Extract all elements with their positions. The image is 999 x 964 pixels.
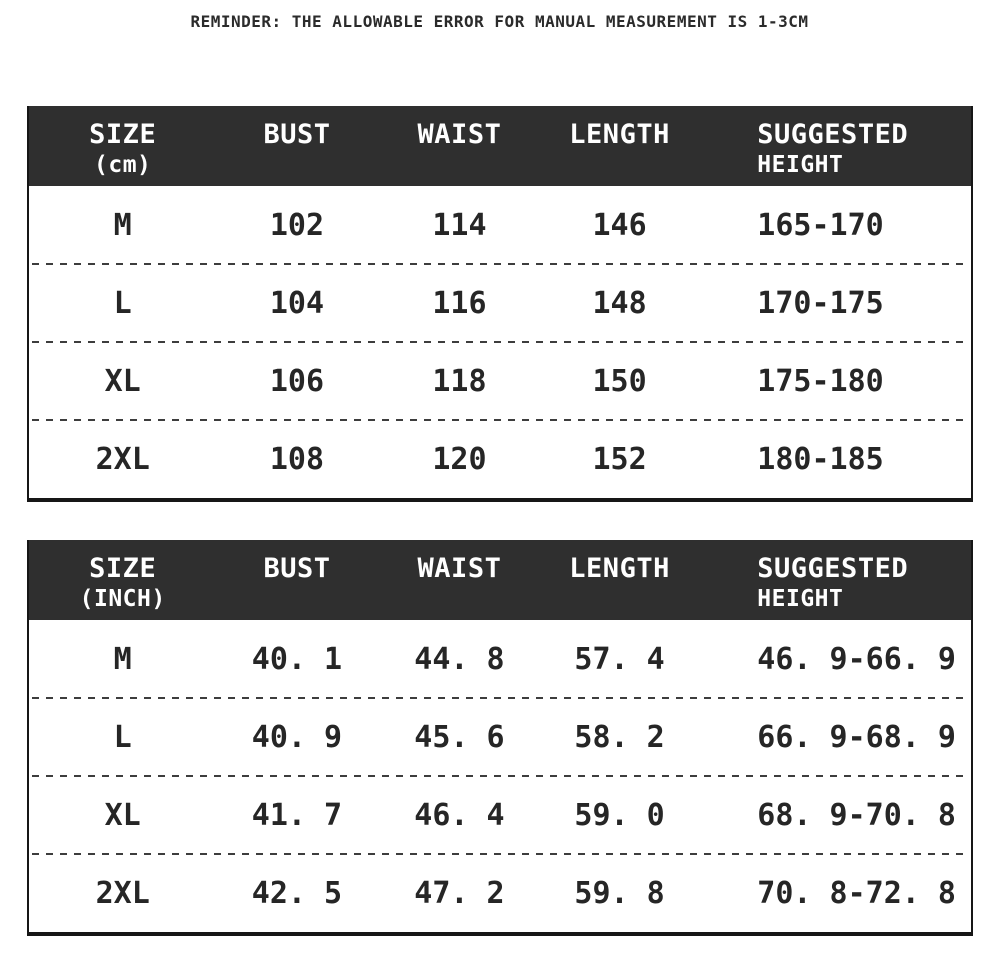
cell-size: L [113,285,132,321]
header-cell-bust: BUST [263,553,331,584]
cell-bust: 40. 1 [251,641,343,677]
table-row-2xl: 2XL 42. 5 47. 2 59. 8 70. 8-72. 8 [29,854,971,932]
cell-length: 148 [592,285,647,321]
cell-size: 2XL [95,441,150,477]
header-size-unit: (INCH) [79,586,166,612]
table-header-cm: SIZE (cm) BUST WAIST LENGTH SUGGESTED HE… [28,106,971,186]
cell-size: M [113,207,132,243]
cell-waist: 46. 4 [414,797,505,833]
header-cell-bust: BUST [263,119,331,150]
table-row-m: M 40. 1 44. 8 57. 4 46. 9-66. 9 [29,620,971,699]
cell-size: XL [104,797,141,833]
cell-suggested-height: 70. 8-72. 8 [757,875,956,911]
cell-bust: 106 [269,363,325,399]
header-suggested-label: SUGGESTED [757,119,909,150]
header-height-label: HEIGHT [757,586,844,612]
cell-waist: 118 [432,363,487,399]
header-cell-suggested-height: SUGGESTED HEIGHT [697,553,970,620]
cell-size: L [113,719,132,755]
table-body-inch: M 40. 1 44. 8 57. 4 46. 9-66. 9 L 40. 9 … [29,620,971,932]
cell-length: 59. 0 [574,797,665,833]
cell-length: 146 [592,207,647,243]
cell-length: 150 [592,363,647,399]
cell-suggested-height: 66. 9-68. 9 [757,719,956,755]
cell-size: 2XL [95,875,150,911]
cell-suggested-height: 68. 9-70. 8 [757,797,956,833]
header-size-unit: (cm) [94,152,152,178]
measurement-reminder-text: REMINDER: THE ALLOWABLE ERROR FOR MANUAL… [190,12,809,31]
header-cell-waist: WAIST [417,119,502,150]
table-row-xl: XL 106 118 150 175-180 [29,342,971,421]
cell-bust: 104 [269,285,325,321]
cell-suggested-height: 180-185 [757,441,884,477]
header-cell-length: LENGTH [569,119,670,150]
table-row-2xl: 2XL 108 120 152 180-185 [29,420,971,498]
size-table-inch: SIZE (INCH) BUST WAIST LENGTH SUGGESTED … [26,540,973,936]
cell-length: 59. 8 [574,875,665,911]
table-row-m: M 102 114 146 165-170 [29,186,971,265]
cell-bust: 108 [269,441,325,477]
header-cell-size: SIZE (cm) [29,119,217,186]
cell-suggested-height: 165-170 [757,207,884,243]
cell-suggested-height: 170-175 [757,285,884,321]
cell-length: 57. 4 [574,641,665,677]
cell-bust: 42. 5 [251,875,343,911]
cell-bust: 40. 9 [251,719,343,755]
header-size-label: SIZE [89,119,157,150]
header-cell-length: LENGTH [569,553,670,584]
cell-suggested-height: 175-180 [757,363,884,399]
cell-size: XL [104,363,141,399]
table-body-cm: M 102 114 146 165-170 L 104 116 148 170-… [29,186,971,498]
cell-size: M [113,641,132,677]
header-height-label: HEIGHT [757,152,844,178]
table-row-xl: XL 41. 7 46. 4 59. 0 68. 9-70. 8 [29,776,971,855]
cell-bust: 41. 7 [251,797,343,833]
cell-waist: 120 [432,441,487,477]
cell-waist: 45. 6 [414,719,505,755]
cell-length: 58. 2 [574,719,665,755]
cell-length: 152 [592,441,647,477]
table-header-inch: SIZE (INCH) BUST WAIST LENGTH SUGGESTED … [28,540,971,620]
cell-bust: 102 [269,207,325,243]
cell-waist: 44. 8 [414,641,505,677]
header-suggested-label: SUGGESTED [757,553,909,584]
cell-waist: 116 [432,285,487,321]
header-cell-waist: WAIST [417,553,502,584]
table-row-l: L 104 116 148 170-175 [29,264,971,343]
cell-suggested-height: 46. 9-66. 9 [757,641,956,677]
header-cell-suggested-height: SUGGESTED HEIGHT [697,119,970,186]
table-row-l: L 40. 9 45. 6 58. 2 66. 9-68. 9 [29,698,971,777]
header-size-label: SIZE [89,553,157,584]
header-cell-size: SIZE (INCH) [29,553,217,620]
cell-waist: 47. 2 [414,875,505,911]
size-table-cm: SIZE (cm) BUST WAIST LENGTH SUGGESTED HE… [26,106,973,502]
cell-waist: 114 [432,207,487,243]
